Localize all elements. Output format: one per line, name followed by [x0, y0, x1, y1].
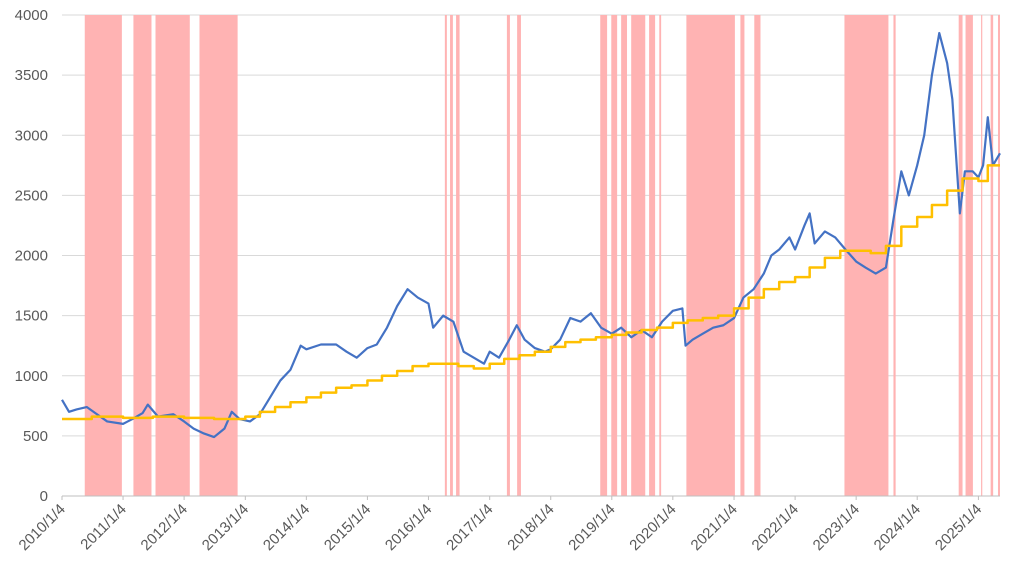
x-tick-label: 2011/1/4	[77, 501, 130, 554]
x-tick-label: 2022/1/4	[749, 501, 802, 554]
shaded-period	[621, 15, 628, 496]
step-line	[62, 164, 1000, 421]
y-tick-label: 500	[23, 428, 48, 445]
shaded-period	[649, 15, 656, 496]
x-tick-label: 2012/1/4	[138, 501, 191, 554]
y-tick-label: 3500	[15, 67, 48, 84]
shaded-period	[740, 15, 745, 496]
y-tick-label: 3000	[15, 127, 48, 144]
y-tick-label: 2500	[15, 187, 48, 204]
y-tick-label: 1000	[15, 368, 48, 385]
shaded-period	[517, 15, 521, 496]
x-tick-label: 2014/1/4	[260, 501, 313, 554]
y-tick-label: 2000	[15, 248, 48, 265]
x-tick-label: 2013/1/4	[199, 501, 252, 554]
shaded-period	[199, 15, 238, 496]
shaded-period	[444, 15, 447, 496]
shaded-period	[997, 15, 1000, 496]
x-tick-label: 2024/1/4	[871, 501, 924, 554]
x-tick-label: 2017/1/4	[443, 501, 496, 554]
shaded-period	[893, 15, 896, 496]
shaded-period	[611, 15, 618, 496]
price-line	[61, 31, 1001, 439]
x-tick-label: 2016/1/4	[382, 501, 435, 554]
x-tick-label: 2025/1/4	[932, 501, 985, 554]
shaded-period	[686, 15, 735, 496]
x-tick-label: 2019/1/4	[565, 501, 618, 554]
y-tick-label: 1500	[15, 308, 48, 325]
shaded-period	[450, 15, 453, 496]
x-tick-label: 2021/1/4	[688, 501, 741, 554]
x-tick-label: 2015/1/4	[321, 501, 374, 554]
shaded-period	[600, 15, 608, 496]
shaded-period	[965, 15, 973, 496]
x-tick-label: 2023/1/4	[810, 501, 863, 554]
shaded-period	[981, 15, 983, 496]
shaded-period	[631, 15, 646, 496]
y-tick-label: 4000	[15, 7, 48, 24]
y-tick-label: 0	[40, 488, 48, 505]
shaded-period	[990, 15, 994, 496]
shaded-period	[659, 15, 662, 496]
x-tick-label: 2010/1/4	[16, 501, 69, 554]
shaded-period	[506, 15, 510, 496]
shaded-period	[456, 15, 460, 496]
x-tick-label: 2018/1/4	[504, 501, 557, 554]
shaded-period	[133, 15, 152, 496]
x-tick-label: 2020/1/4	[626, 501, 679, 554]
shaded-period	[958, 15, 963, 496]
shaded-period	[754, 15, 761, 496]
shaded-period	[155, 15, 190, 496]
